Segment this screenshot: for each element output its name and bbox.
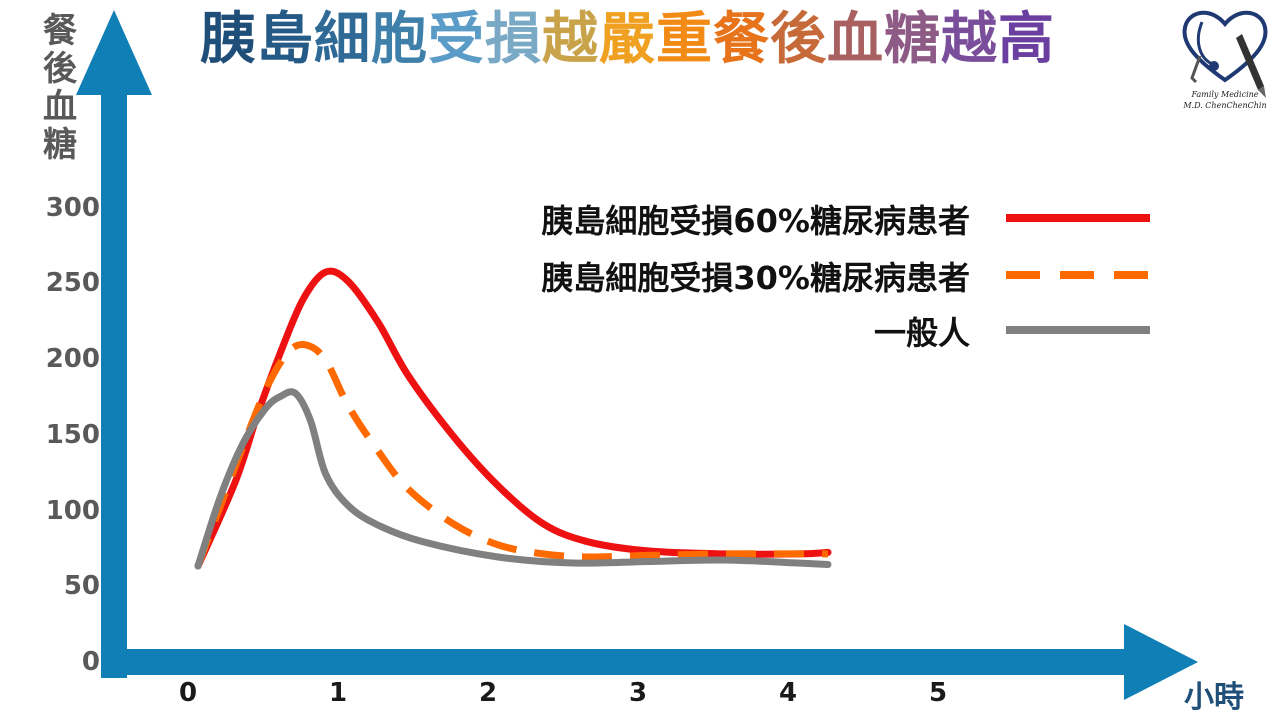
series-line-2 — [194, 340, 828, 568]
series-line-3 — [194, 388, 832, 570]
legend-label-1: 胰島細胞受損60%糖尿病患者 — [541, 202, 970, 240]
x-tick-label: 5 — [928, 678, 948, 708]
title-char: 血 — [827, 7, 884, 72]
title-char: 糖 — [884, 7, 941, 72]
x-axis-line — [101, 649, 1146, 675]
logo-text-line1: Family Medicine — [1191, 90, 1259, 99]
title-char: 胰 — [200, 7, 257, 72]
title-char: 胞 — [371, 7, 428, 72]
x-axis-arrow-icon — [1124, 624, 1198, 700]
title-char: 越 — [941, 7, 998, 72]
y-tick-label: 200 — [45, 344, 100, 374]
title-char: 嚴 — [599, 7, 656, 72]
title-char: 損 — [485, 7, 542, 72]
y-tick-label: 150 — [45, 419, 100, 450]
title-char: 細 — [314, 7, 371, 72]
title-char: 高 — [998, 7, 1055, 72]
title-char: 島 — [257, 7, 314, 72]
y-tick-label: 0 — [81, 647, 100, 677]
y-tick-label: 50 — [63, 571, 100, 602]
y-axis-label-char: 糖 — [43, 125, 77, 165]
y-axis-line — [101, 88, 127, 678]
x-tick-label: 4 — [778, 678, 798, 708]
y-tick-label: 250 — [45, 268, 100, 299]
title-char: 越 — [542, 7, 599, 72]
title-char: 重 — [656, 7, 713, 72]
y-tick-label: 300 — [45, 192, 100, 223]
stethoscope-heart-logo-icon — [1182, 10, 1268, 98]
chart-title: 胰島細胞受損越嚴重餐後血糖越高 — [200, 4, 1160, 76]
y-axis-label-char: 血 — [43, 87, 77, 127]
y-tick-label: 100 — [45, 495, 100, 526]
legend-label-3: 一般人 — [873, 314, 970, 352]
x-axis-unit-label: 小時 — [1184, 680, 1244, 715]
x-tick-label: 2 — [478, 678, 498, 708]
title-char: 餐 — [713, 7, 770, 72]
legend-label-2: 胰島細胞受損30%糖尿病患者 — [541, 259, 970, 297]
x-tick-label: 3 — [628, 678, 648, 708]
x-tick-label: 1 — [328, 678, 348, 708]
x-tick-label: 0 — [178, 678, 198, 708]
title-char: 後 — [770, 7, 827, 72]
y-axis-label-char: 後 — [43, 49, 77, 89]
title-char: 受 — [428, 7, 485, 72]
y-axis-label-char: 餐 — [43, 11, 77, 51]
logo-text-line2: M.D. ChenChenChin — [1183, 101, 1267, 110]
y-axis-label: 餐後血糖 — [38, 12, 82, 164]
y-axis-arrow-icon — [76, 10, 152, 95]
